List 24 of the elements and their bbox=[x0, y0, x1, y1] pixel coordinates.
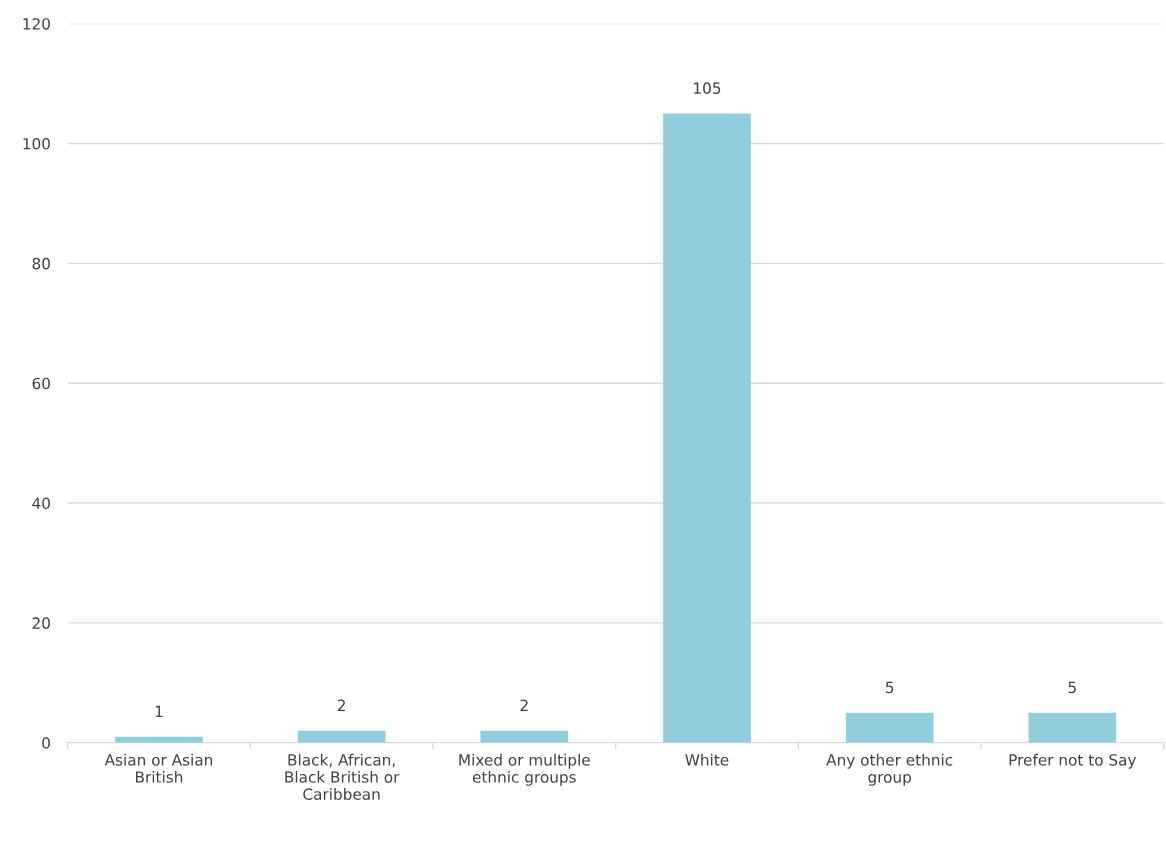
data-label: 5 bbox=[885, 681, 894, 694]
y-tick-label: 40 bbox=[32, 497, 50, 510]
x-tick-label: Asian or Asian British bbox=[104, 753, 213, 783]
y-tick-label: 120 bbox=[23, 18, 50, 30]
y-tick-label: 60 bbox=[32, 377, 50, 390]
bar bbox=[297, 730, 386, 743]
y-tick-label: 0 bbox=[42, 737, 50, 749]
bar bbox=[1028, 712, 1117, 743]
x-tick-label: White bbox=[685, 753, 729, 766]
data-label: 1 bbox=[155, 705, 163, 717]
x-tick-label: Prefer not to Say bbox=[1009, 753, 1137, 769]
bar bbox=[663, 113, 751, 743]
x-tick-label: Mixed or multiple ethnic groups bbox=[459, 753, 590, 786]
bar bbox=[845, 712, 934, 743]
data-label: 2 bbox=[337, 699, 345, 711]
data-label: 105 bbox=[694, 82, 721, 94]
data-label: 2 bbox=[520, 699, 528, 711]
y-tick-label: 80 bbox=[32, 257, 50, 270]
data-label: 5 bbox=[1068, 681, 1076, 694]
x-tick-label: Black, African, Black British or Caribbean bbox=[285, 753, 400, 800]
x-tick-label: Any other ethnic group bbox=[826, 753, 953, 786]
bar bbox=[480, 730, 569, 743]
y-tick-label: 100 bbox=[23, 137, 50, 150]
y-tick-label: 20 bbox=[32, 617, 50, 629]
